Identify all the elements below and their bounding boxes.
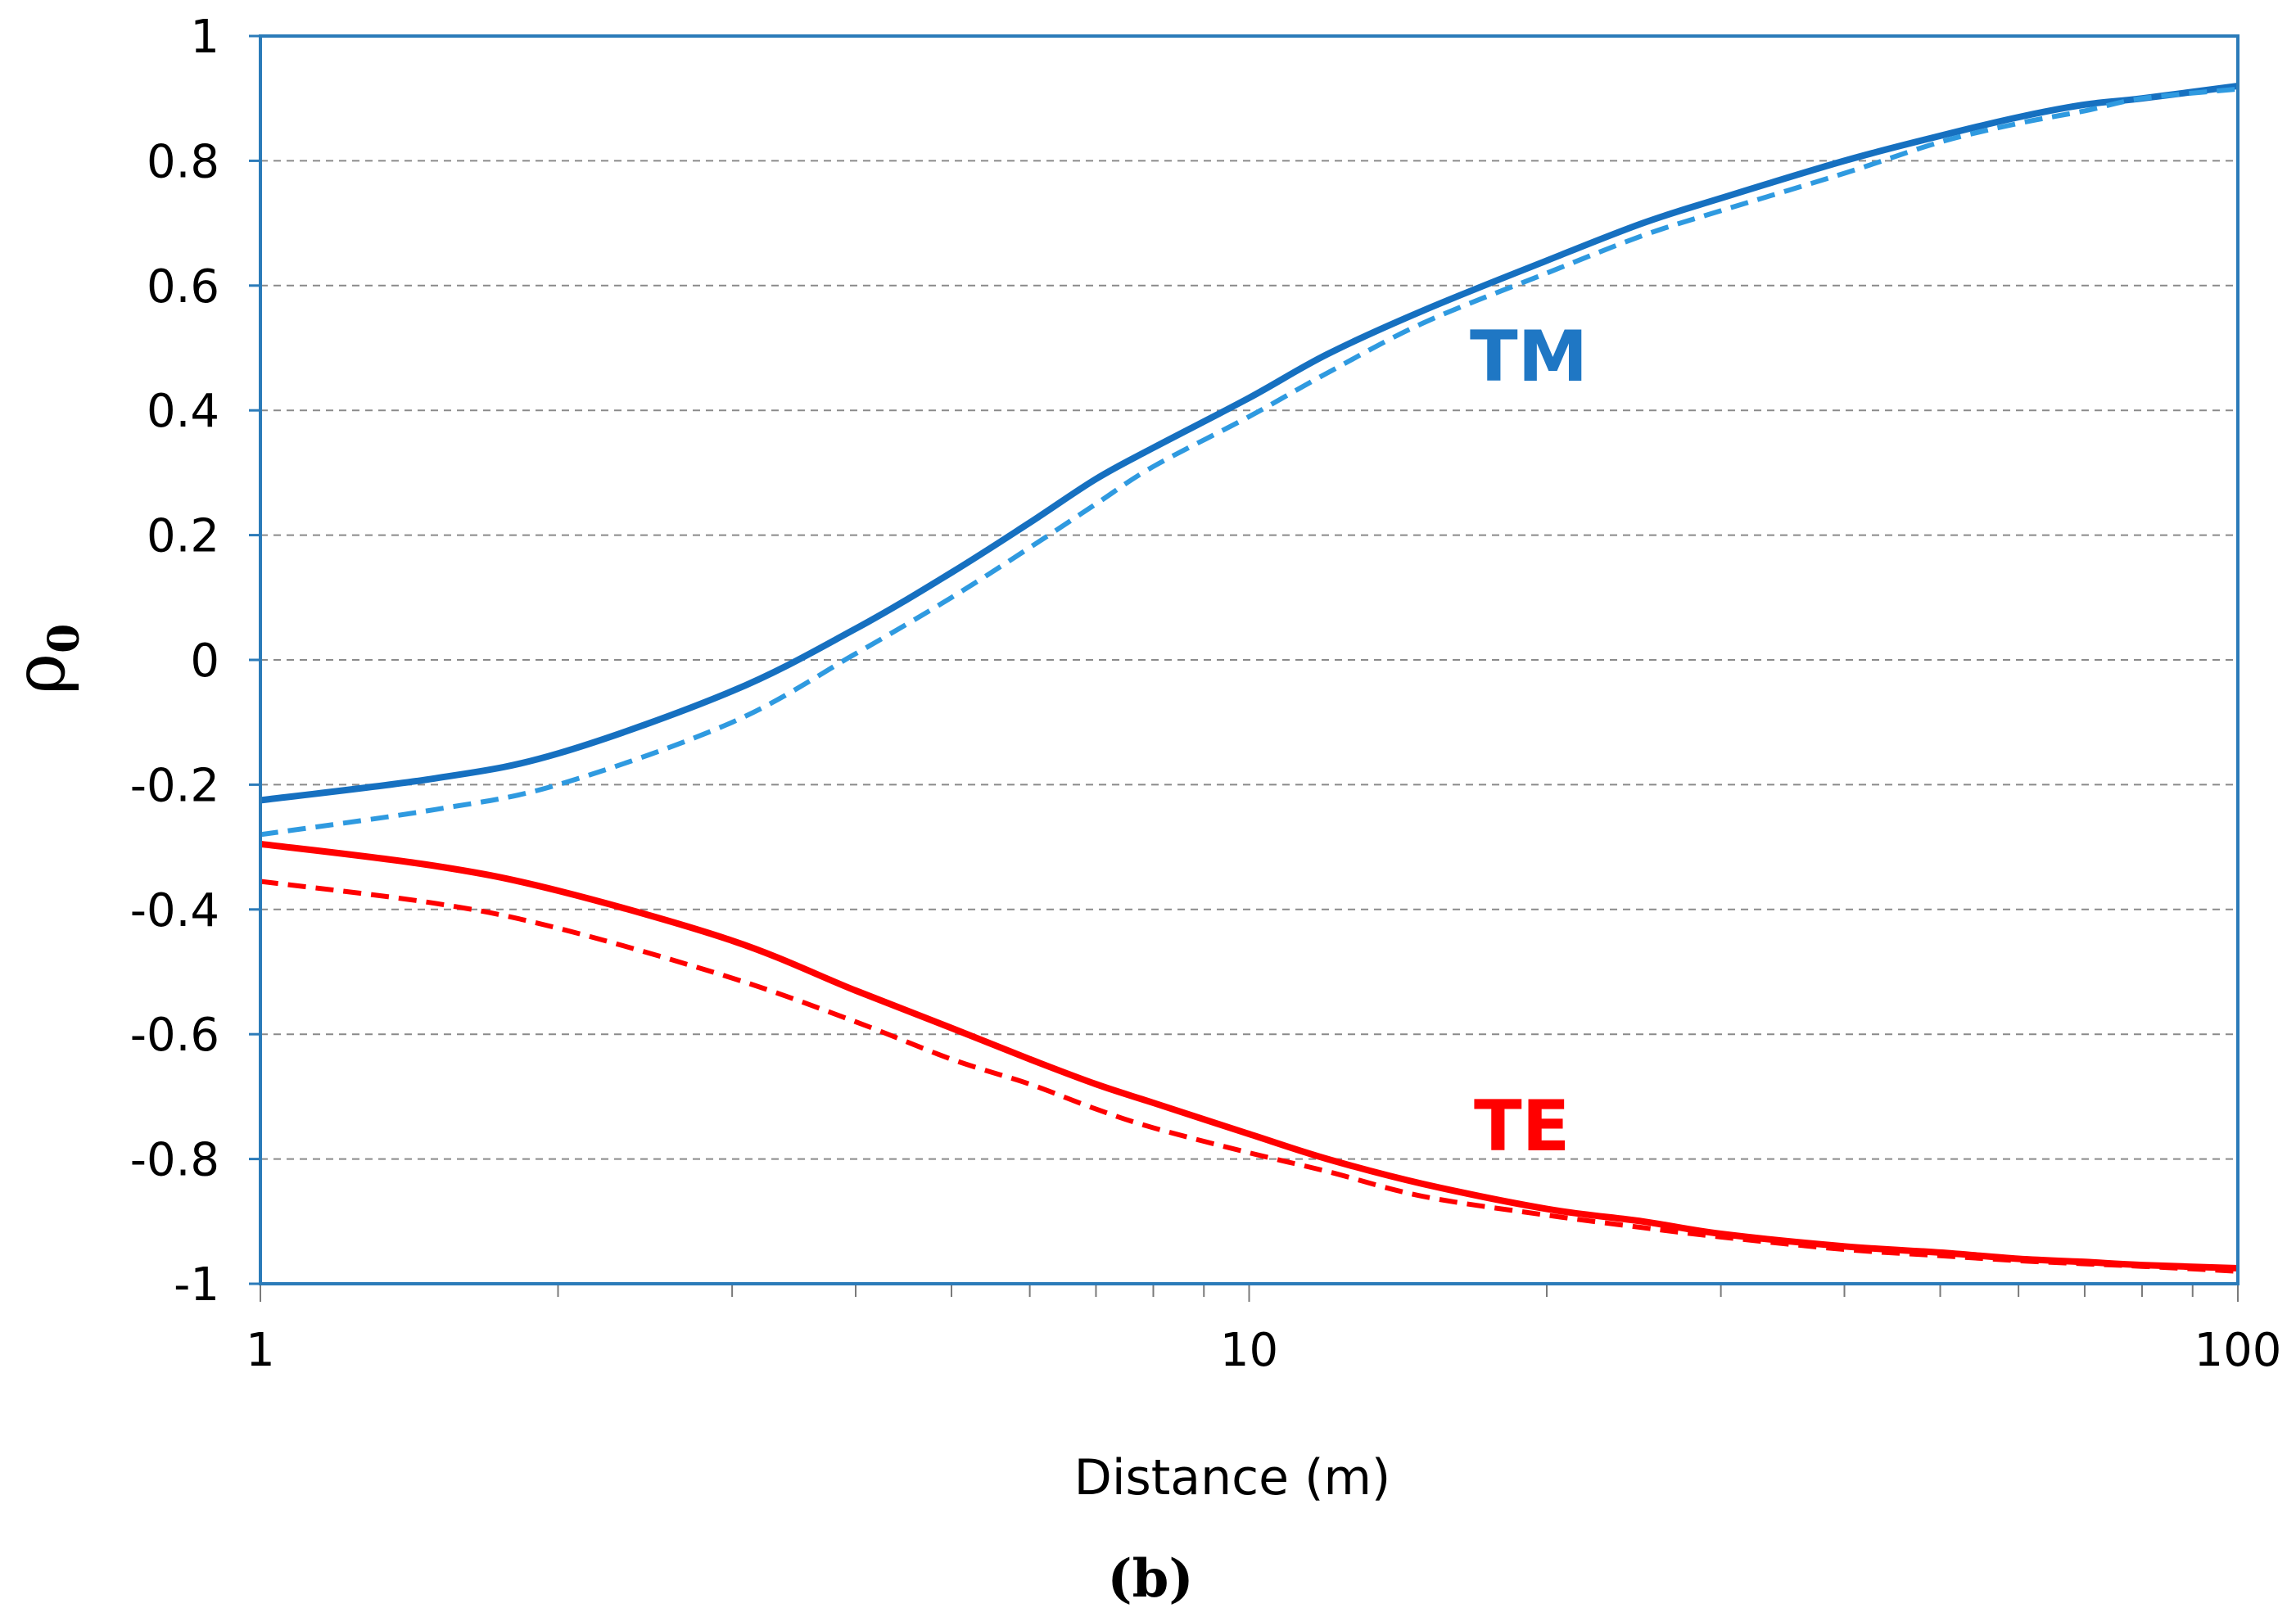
y-tick-label: -0.8 <box>130 1134 219 1187</box>
y-tick-label: -0.4 <box>130 884 219 937</box>
y-tick-label: 0 <box>190 635 219 688</box>
tm-label: TM <box>1470 316 1588 398</box>
y-axis-subscript: 0 <box>39 624 89 653</box>
gridlines <box>260 160 2238 1160</box>
y-tick-label: -0.2 <box>130 759 219 812</box>
x-axis-title: Distance (m) <box>1074 1449 1391 1506</box>
figure-caption: (b) <box>1107 1548 1193 1610</box>
tm-solid-line <box>260 83 2239 804</box>
x-tick-label: 10 <box>1220 1324 1278 1377</box>
y-axis-rho: ρ <box>0 653 81 695</box>
x-tick-labels: 1 10 100 <box>246 1324 2281 1377</box>
y-tick-label: 0.4 <box>147 385 219 438</box>
y-tick-label: 0.2 <box>147 510 219 563</box>
x-tick-label: 100 <box>2194 1324 2282 1377</box>
x-minor-ticks <box>260 1284 2239 1302</box>
te-dashed-line <box>260 879 2239 1274</box>
y-axis-title: ρ0 <box>0 624 89 695</box>
svg-text:ρ0: ρ0 <box>0 624 89 695</box>
series-lines <box>260 83 2239 1274</box>
y-tick-labels: 1 0.8 0.6 0.4 0.2 0 -0.2 -0.4 -0.6 -0.8 -1 <box>130 11 260 1312</box>
y-tick-label: 0.6 <box>147 260 219 314</box>
tm-dashed-line <box>260 86 2239 838</box>
y-tick-label: 0.8 <box>147 135 219 188</box>
y-tick-label: -0.6 <box>130 1009 219 1062</box>
te-solid-line <box>260 840 2239 1271</box>
x-tick-label: 1 <box>246 1324 275 1377</box>
y-tick-label: -1 <box>174 1258 219 1312</box>
y-tick-label: 1 <box>190 11 219 64</box>
te-label: TE <box>1474 1086 1570 1168</box>
